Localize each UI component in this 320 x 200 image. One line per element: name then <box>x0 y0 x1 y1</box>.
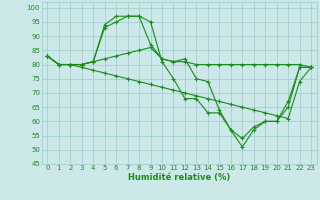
X-axis label: Humidité relative (%): Humidité relative (%) <box>128 173 230 182</box>
